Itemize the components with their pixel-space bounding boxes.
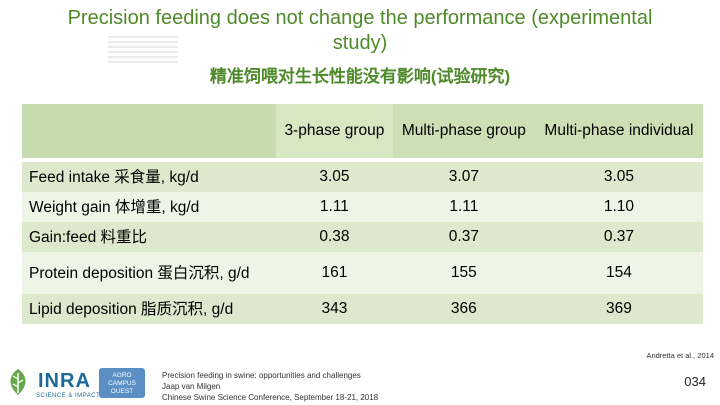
inra-logo-tagline: SCIENCE & IMPACT (36, 393, 101, 399)
table-cell: 155 (392, 252, 535, 294)
table-cell: 0.38 (276, 222, 393, 252)
credit-line: Chinese Swine Science Conference, Septem… (162, 393, 379, 402)
column-header-multi-phase-group: Multi-phase group (392, 104, 535, 162)
table-row: Gain:feed 料重比 0.38 0.37 0.37 (22, 222, 703, 252)
table-cell: 1.11 (276, 192, 393, 222)
column-header-3-phase: 3-phase group (276, 104, 393, 162)
table-cell: 366 (392, 294, 535, 324)
inra-leaf-icon (10, 369, 26, 395)
table-cell: 161 (276, 252, 393, 294)
inra-logo: INRA (38, 370, 91, 392)
agrocampus-logo: AGRO CAMPUS OUEST (99, 368, 145, 398)
slide-subtitle: 精准饲喂对生长性能没有影响(试验研究) (209, 67, 511, 86)
row-label: Weight gain 体增重, kg/d (22, 192, 276, 222)
table-row: Weight gain 体增重, kg/d 1.11 1.11 1.10 (22, 192, 703, 222)
table-row: Lipid deposition 脂质沉积, g/d 343 366 369 (22, 294, 703, 324)
presentation-credit: Precision feeding in swine: opportunitie… (162, 370, 378, 403)
citation: Andretta et al., 2014 (646, 351, 714, 360)
page-number: 034 (684, 374, 706, 389)
row-label: Feed intake 采食量, kg/d (22, 162, 276, 192)
decorative-stripes (108, 36, 178, 66)
table-corner-cell (22, 104, 276, 162)
row-label: Lipid deposition 脂质沉积, g/d (22, 294, 276, 324)
table-cell: 1.11 (392, 192, 535, 222)
slide-footer: INRA SCIENCE & IMPACT AGRO CAMPUS OUEST … (0, 360, 720, 405)
table-cell: 3.05 (276, 162, 393, 192)
table-cell: 343 (276, 294, 393, 324)
table-cell: 3.07 (392, 162, 535, 192)
table-row: Protein deposition 蛋白沉积, g/d 161 155 154 (22, 252, 703, 294)
table-cell: 369 (534, 294, 703, 324)
credit-line: Jaap van Milgen (162, 382, 221, 391)
credit-line: Precision feeding in swine: opportunitie… (162, 371, 361, 380)
table-cell: 0.37 (392, 222, 535, 252)
table-cell: 0.37 (534, 222, 703, 252)
table-cell: 1.10 (534, 192, 703, 222)
table-cell: 3.05 (534, 162, 703, 192)
column-header-multi-phase-individual: Multi-phase individual (534, 104, 703, 162)
performance-table: 3-phase group Multi-phase group Multi-ph… (22, 104, 703, 324)
slide-title: Precision feeding does not change the pe… (67, 7, 653, 54)
row-label: Gain:feed 料重比 (22, 222, 276, 252)
table-cell: 154 (534, 252, 703, 294)
row-label: Protein deposition 蛋白沉积, g/d (22, 252, 276, 294)
table-row: Feed intake 采食量, kg/d 3.05 3.07 3.05 (22, 162, 703, 192)
